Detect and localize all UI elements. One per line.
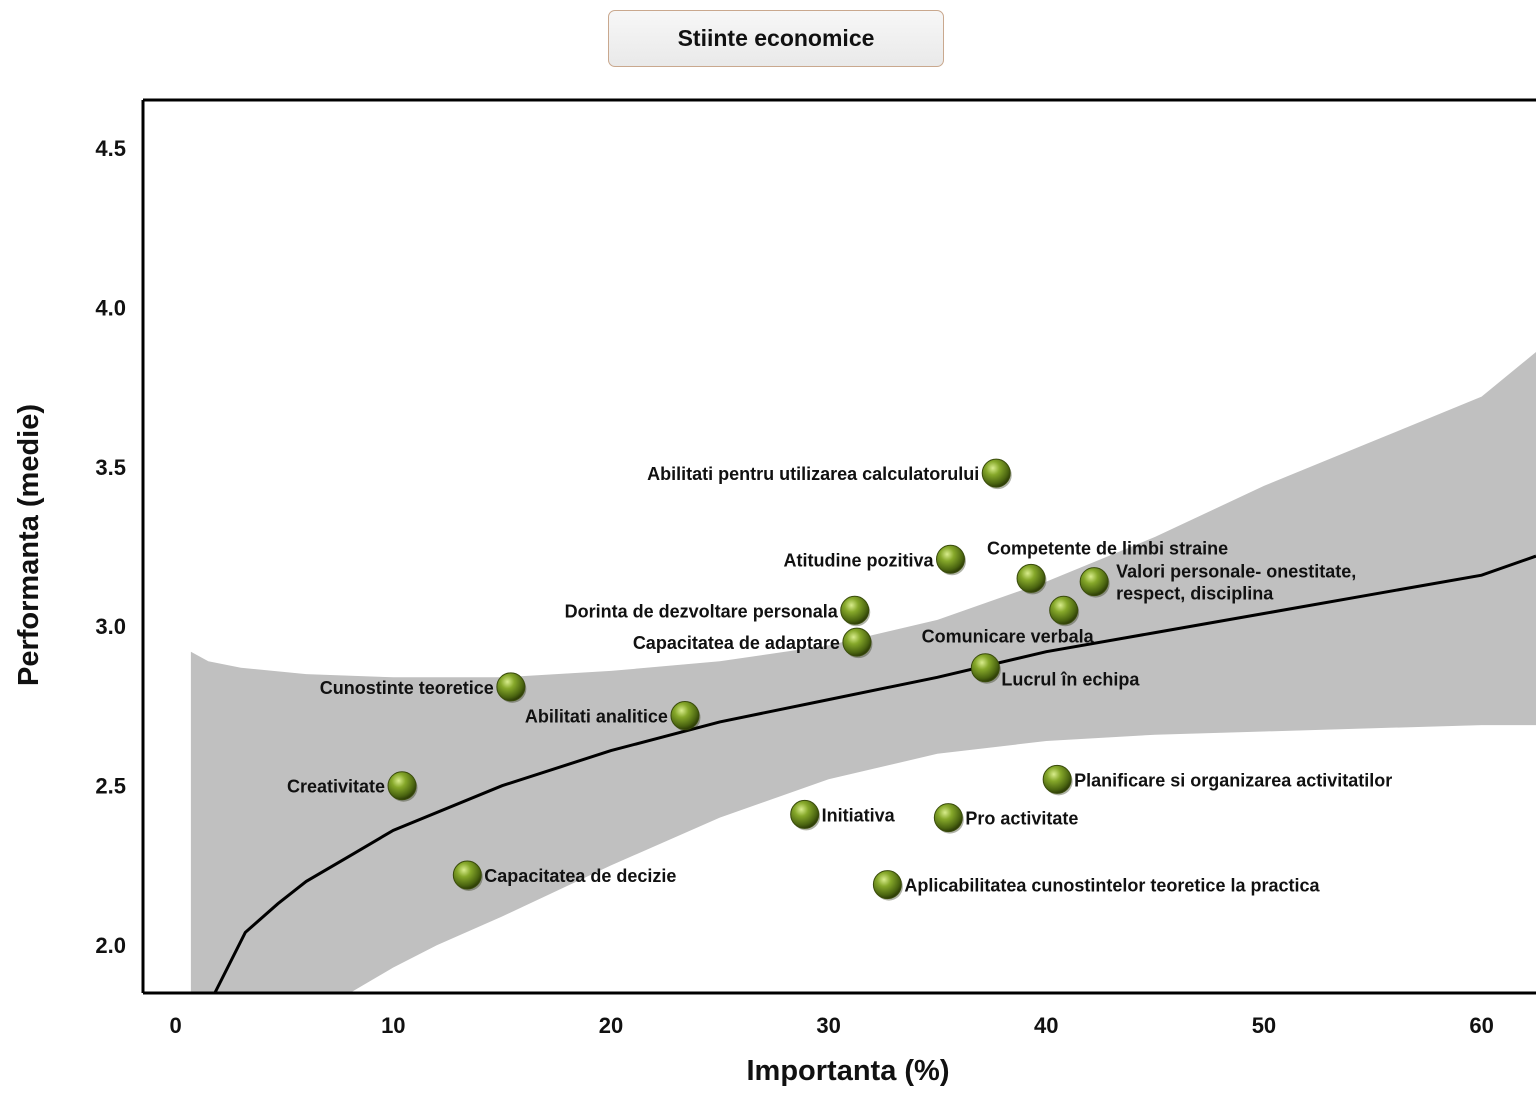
data-point [452, 860, 482, 890]
trendline-layer [213, 554, 1536, 993]
confidence-band [190, 352, 1536, 993]
x-tick-label: 20 [599, 1013, 623, 1038]
point-label: respect, disciplina [1116, 584, 1274, 604]
point-label: Creativitate [287, 777, 385, 797]
x-axis-title: Importanta (%) [747, 1055, 950, 1087]
data-point [970, 653, 1000, 683]
point-label: Aplicabilitatea cunostintelor teoretice … [904, 876, 1320, 896]
data-point [933, 803, 963, 833]
point-label: Abilitati analitice [525, 707, 668, 727]
point-label: Planificare si organizarea activitatilor [1074, 770, 1392, 790]
data-point [1042, 764, 1072, 794]
data-point [936, 544, 966, 574]
data-point-layer [387, 458, 1110, 901]
plot-frame-layer [141, 98, 1536, 995]
data-point [670, 701, 700, 731]
x-tick-label: 0 [170, 1013, 182, 1038]
x-tick-label: 40 [1034, 1013, 1058, 1038]
data-point [387, 771, 417, 801]
point-label: Pro activitate [965, 809, 1078, 829]
y-tick-label: 4.0 [95, 295, 126, 320]
data-point [840, 595, 870, 625]
point-label: Competente de limbi straine [987, 538, 1228, 558]
data-point [496, 672, 526, 702]
data-point [1079, 567, 1109, 597]
tick-label-layer: 0 10 20 30 40 50 60 2.0 2.5 3.0 3.5 4.0 4.5 [95, 136, 1493, 1038]
trend-line [213, 554, 1536, 993]
point-label: Valori personale- onestitate, [1116, 562, 1356, 582]
x-tick-label: 10 [381, 1013, 405, 1038]
y-tick-label: 3.0 [95, 614, 126, 639]
point-label: Cunostinte teoretice [320, 678, 494, 698]
y-tick-label: 2.0 [95, 933, 126, 958]
chart-title: Stiinte economice [608, 10, 944, 67]
point-label: Capacitatea de adaptare [633, 633, 840, 653]
point-label: Initiativa [822, 805, 896, 825]
x-tick-label: 50 [1252, 1013, 1276, 1038]
data-point [1049, 595, 1079, 625]
point-label: Lucrul în echipa [1001, 670, 1140, 690]
x-tick-label: 60 [1469, 1013, 1493, 1038]
point-label: Capacitatea de decizie [484, 866, 676, 886]
point-label: Abilitati pentru utilizarea calculatorul… [647, 464, 979, 484]
confidence-band-layer [190, 352, 1536, 993]
y-tick-label: 3.5 [95, 455, 126, 480]
y-tick-label: 4.5 [95, 136, 126, 161]
point-label: Atitudine pozitiva [784, 550, 935, 570]
x-tick-label: 30 [816, 1013, 840, 1038]
data-point [1016, 563, 1046, 593]
data-point [842, 627, 872, 657]
data-point [872, 870, 902, 900]
data-point [981, 458, 1011, 488]
point-label: Comunicare verbala [922, 626, 1095, 646]
point-label: Dorinta de dezvoltare personala [565, 601, 839, 621]
point-label-layer: Abilitati pentru utilizarea calculatorul… [287, 464, 1392, 895]
y-tick-label: 2.5 [95, 774, 126, 799]
data-point [790, 799, 820, 829]
y-axis-title: Performanta (medie) [13, 404, 45, 686]
